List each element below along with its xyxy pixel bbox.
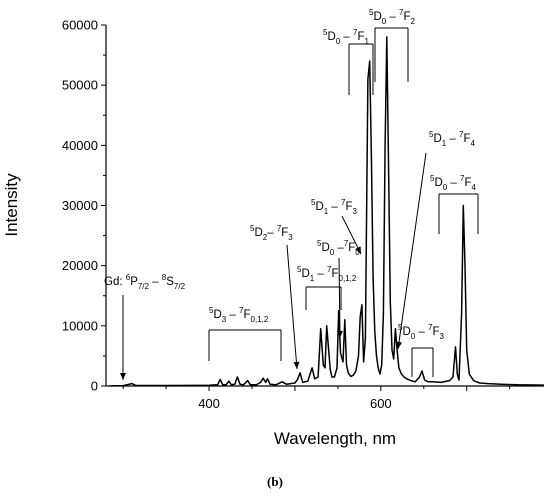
annotation-arrowhead <box>396 341 402 349</box>
y-tick-label: 10000 <box>62 318 98 333</box>
y-tick-label: 60000 <box>62 18 98 33</box>
transition-label: 5D0 – 7F1 <box>323 28 370 46</box>
y-tick-label: 20000 <box>62 258 98 273</box>
annotation-arrow-line <box>397 152 427 350</box>
transition-label: 5D1 – 7F3 <box>311 198 358 216</box>
x-tick-label: 600 <box>370 396 392 411</box>
transition-label: 5D0 – 7F2 <box>369 8 416 26</box>
transition-label: 5D1 – 7F4 <box>429 130 476 148</box>
plot-area <box>110 36 545 387</box>
x-axis-title: Wavelength, nm <box>274 429 396 448</box>
transition-label: 5D0 – 7F4 <box>430 174 477 192</box>
transition-label: Gd: 6P7/2 – 8S7/2 <box>104 273 186 291</box>
annotation-arrowhead <box>120 373 126 380</box>
figure-caption: (b) <box>267 474 283 489</box>
annotation-arrowhead <box>293 361 300 369</box>
y-tick-label: 30000 <box>62 198 98 213</box>
emission-spectrum-chart: 0 10000 20000 30000 40000 50000 60000 400 600 Gd… <box>2 8 545 448</box>
annotation-arrowhead <box>336 330 343 338</box>
annotation-arrowhead <box>355 246 361 254</box>
y-axis-title: Intensity <box>2 173 21 237</box>
annotations: Gd: 6P7/2 – 8S7/2 5D3 – 7F0,1,2 5D2– 7F3 5D… <box>104 8 479 380</box>
annotation-arrow-line <box>338 257 341 339</box>
axes: 0 10000 20000 30000 40000 50000 60000 400 600 <box>62 18 544 411</box>
x-tick-label: 400 <box>198 396 220 411</box>
transition-label: 5D3 – 7F0,1,2 <box>209 306 269 324</box>
annotation-arrow-line <box>341 215 362 255</box>
y-tick-label: 40000 <box>62 138 98 153</box>
transition-label: 5D0 – 7F3 <box>398 323 445 341</box>
y-tick-label: 50000 <box>62 78 98 93</box>
transition-label: 5D1 – 7F0,1,2 <box>297 265 357 283</box>
transition-label: 5D2– 7F3 <box>250 224 293 242</box>
spectrum-line <box>110 36 545 387</box>
transition-label: 5D0 –7F0 <box>317 239 360 257</box>
y-tick-label: 0 <box>91 379 98 394</box>
annotation-arrow-line <box>286 244 298 370</box>
